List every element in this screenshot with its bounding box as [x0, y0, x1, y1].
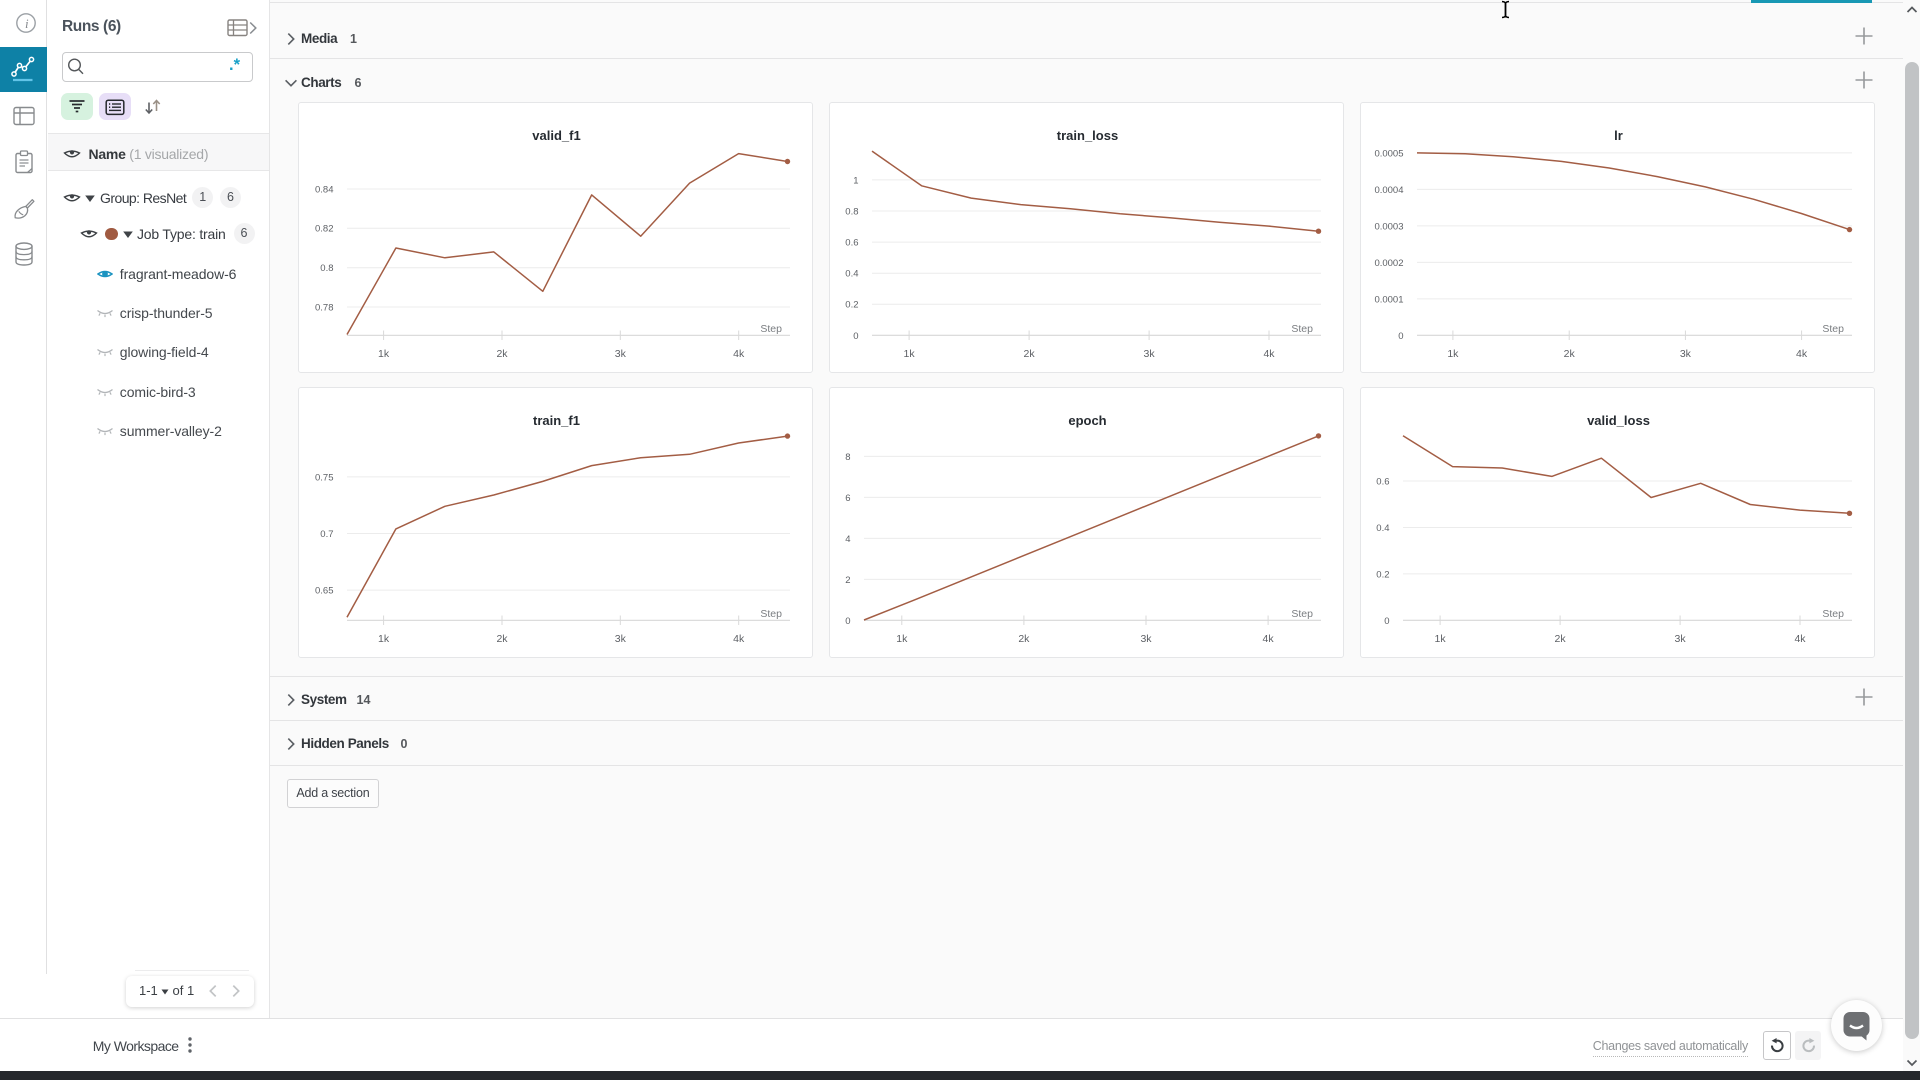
svg-text:0: 0: [1398, 331, 1403, 342]
svg-text:4k: 4k: [733, 348, 745, 360]
svg-text:i: i: [25, 16, 29, 31]
svg-text:4k: 4k: [733, 633, 745, 645]
svg-text:1k: 1k: [378, 633, 390, 645]
svg-text:0: 0: [853, 331, 858, 342]
svg-text:6: 6: [845, 493, 850, 504]
svg-text:Step: Step: [760, 323, 782, 335]
svg-text:valid_f1: valid_f1: [532, 128, 580, 143]
svg-text:0.0004: 0.0004: [1374, 185, 1403, 196]
svg-text:0.4: 0.4: [1376, 523, 1389, 534]
svg-text:0.8: 0.8: [845, 206, 858, 217]
svg-text:Step: Step: [1822, 323, 1844, 335]
svg-text:1k: 1k: [378, 348, 390, 360]
svg-text:Step: Step: [760, 608, 782, 620]
svg-text:valid_loss: valid_loss: [1587, 413, 1650, 428]
svg-text:0.2: 0.2: [845, 300, 858, 311]
svg-text:0.84: 0.84: [315, 184, 334, 195]
svg-text:4k: 4k: [1263, 633, 1275, 645]
svg-text:0.65: 0.65: [315, 586, 334, 597]
svg-text:0: 0: [1384, 616, 1389, 627]
svg-text:1k: 1k: [904, 348, 916, 360]
svg-text:4k: 4k: [1794, 633, 1806, 645]
svg-text:0.0002: 0.0002: [1374, 258, 1403, 269]
svg-text:4k: 4k: [1263, 348, 1275, 360]
svg-text:0.78: 0.78: [315, 302, 334, 313]
svg-text:4: 4: [845, 534, 850, 545]
svg-text:lr: lr: [1614, 128, 1623, 143]
svg-text:2k: 2k: [1563, 348, 1575, 360]
svg-text:3k: 3k: [1674, 633, 1686, 645]
svg-text:0.2: 0.2: [1376, 570, 1389, 581]
svg-text:epoch: epoch: [1068, 413, 1106, 428]
svg-text:0: 0: [845, 616, 850, 627]
svg-text:0.6: 0.6: [1376, 477, 1389, 488]
svg-text:4k: 4k: [1796, 348, 1808, 360]
svg-text:Step: Step: [1822, 608, 1844, 620]
svg-text:2k: 2k: [1018, 633, 1030, 645]
svg-text:3k: 3k: [1144, 348, 1156, 360]
svg-text:0.0005: 0.0005: [1374, 148, 1403, 159]
svg-text:2: 2: [845, 575, 850, 586]
svg-text:0.75: 0.75: [315, 473, 334, 484]
svg-text:1k: 1k: [896, 633, 908, 645]
svg-text:3k: 3k: [1140, 633, 1152, 645]
svg-text:1: 1: [853, 175, 858, 186]
svg-text:2k: 2k: [496, 348, 508, 360]
svg-text:0.7: 0.7: [320, 529, 333, 540]
svg-text:train_loss: train_loss: [1057, 128, 1118, 143]
svg-text:3k: 3k: [615, 633, 627, 645]
svg-text:0.4: 0.4: [845, 269, 858, 280]
svg-text:0.0003: 0.0003: [1374, 221, 1403, 232]
svg-text:Step: Step: [1291, 608, 1313, 620]
svg-text:2k: 2k: [1554, 633, 1566, 645]
svg-text:0.0001: 0.0001: [1374, 294, 1403, 305]
svg-text:0.8: 0.8: [320, 263, 333, 274]
svg-text:2k: 2k: [1024, 348, 1036, 360]
svg-text:0.82: 0.82: [315, 224, 334, 235]
svg-text:2k: 2k: [496, 633, 508, 645]
svg-text:3k: 3k: [615, 348, 627, 360]
svg-text:1k: 1k: [1434, 633, 1446, 645]
svg-text:train_f1: train_f1: [533, 413, 580, 428]
svg-text:0.6: 0.6: [845, 238, 858, 249]
svg-text:8: 8: [845, 452, 850, 463]
svg-text:1k: 1k: [1447, 348, 1459, 360]
svg-text:3k: 3k: [1679, 348, 1691, 360]
svg-text:Step: Step: [1291, 323, 1313, 335]
